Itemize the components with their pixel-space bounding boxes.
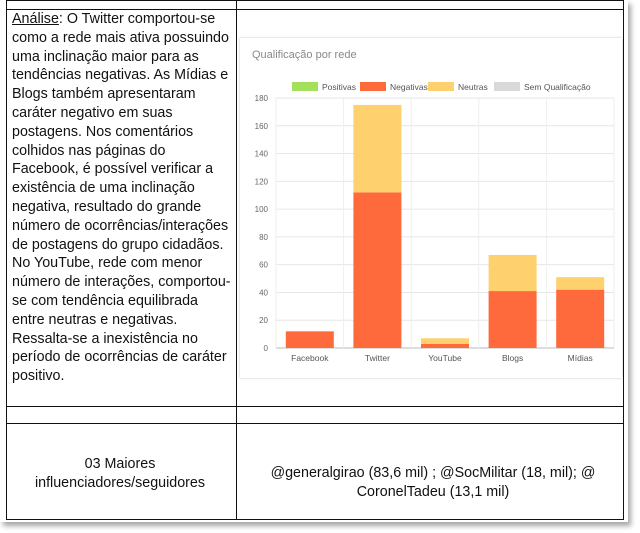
x-tick-label: Blogs: [502, 353, 523, 363]
legend-label: Positivas: [322, 82, 356, 92]
chart-panel: Qualificação por rede Positivas Negativas N…: [240, 38, 622, 378]
analysis-cell: Análise: O Twitter comportou-se como a r…: [12, 10, 234, 386]
y-tick-label: 120: [255, 177, 269, 186]
legend-label: Negativas: [390, 82, 428, 92]
legend-label: Neutras: [458, 82, 488, 92]
legend-label: Sem Qualificação: [524, 82, 591, 92]
y-tick-label: 160: [255, 122, 269, 131]
bar-negativas-facebook: [285, 331, 334, 348]
y-tick-label: 100: [255, 205, 269, 214]
legend-swatch: [360, 82, 386, 91]
x-tick-label: Twitter: [365, 353, 390, 363]
y-tick-label: 0: [264, 344, 269, 353]
bar-neutras-youtube: [421, 338, 469, 344]
analysis-text: : O Twitter comportou-se como a rede mai…: [12, 11, 231, 385]
y-tick-label: 20: [259, 316, 268, 325]
x-tick-label: YouTube: [428, 353, 462, 363]
bar-neutras-mídias: [556, 277, 605, 290]
y-tick-label: 40: [259, 288, 268, 297]
document-page: Análise: O Twitter comportou-se como a r…: [6, 0, 624, 520]
bar-neutras-blogs: [488, 254, 537, 292]
influencers-value: @generalgirao (83,6 mil) ; @SocMilitar (…: [270, 465, 596, 500]
bar-negativas-twitter: [353, 192, 402, 348]
legend-swatch: [494, 82, 520, 91]
table-row-divider: [6, 9, 624, 10]
y-tick-label: 180: [255, 94, 269, 103]
stacked-bar-chart: Qualificação por rede Positivas Negativas N…: [252, 49, 615, 363]
y-tick-label: 80: [259, 233, 268, 242]
table-row-divider: [6, 423, 624, 424]
x-tick-label: Mídias: [568, 353, 593, 363]
table-column-divider: [236, 0, 237, 520]
x-tick-label: Facebook: [291, 353, 329, 363]
chart-title: Qualificação por rede: [252, 49, 357, 61]
y-tick-label: 140: [255, 150, 269, 159]
influencers-label: 03 Maiores influenciadores/seguidores: [34, 456, 206, 491]
legend-swatch: [428, 82, 454, 91]
bar-negativas-youtube: [421, 343, 469, 348]
analysis-label: Análise: [12, 11, 59, 27]
bar-negativas-mídias: [556, 289, 605, 348]
bar-negativas-blogs: [488, 291, 537, 348]
y-tick-label: 60: [259, 261, 268, 270]
bar-neutras-twitter: [353, 104, 402, 193]
table-row-divider: [6, 406, 624, 407]
legend-swatch: [292, 82, 318, 91]
table-border: [6, 0, 624, 520]
